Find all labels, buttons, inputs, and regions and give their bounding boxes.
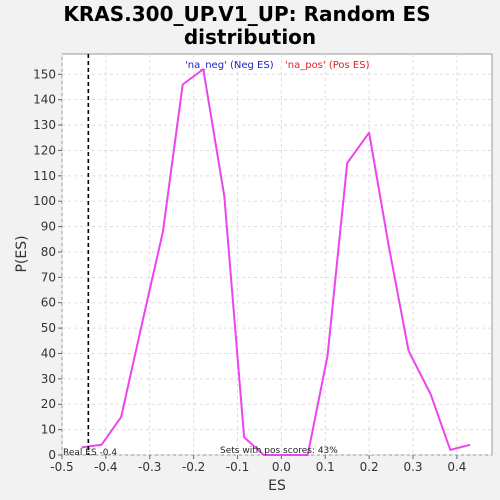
y-tick-label: 80 [41,245,56,259]
x-tick-label: -0.2 [182,460,205,474]
legend-entry-pos: 'na_pos' (Pos ES) [285,60,370,71]
y-tick-label: 70 [41,270,56,284]
y-tick-label: 90 [41,220,56,234]
x-tick-label: -0.5 [50,460,73,474]
legend: 'na_neg' (Neg ES) 'na_pos' (Pos ES) [185,60,370,71]
y-tick-label: 110 [33,169,56,183]
real-es-label: Real ES -0.4 [63,448,117,458]
x-tick-label: 0.3 [403,460,422,474]
y-tick-label: 120 [33,143,56,157]
x-tick-label: -0.1 [226,460,249,474]
plot-area [61,53,493,456]
y-tick-label: 150 [33,67,56,81]
legend-entry-neg: 'na_neg' (Neg ES) [185,60,274,71]
y-tick-label: 100 [33,194,56,208]
x-axis-label: ES [268,478,286,494]
x-axis: -0.5 -0.4 -0.3 -0.2 -0.1 0.0 0.1 0.2 0.3 0.4 [50,455,466,474]
y-tick-label: 20 [41,397,56,411]
y-tick-label: 50 [41,321,56,335]
x-tick-label: -0.4 [94,460,117,474]
chart-title-line2: distribution [184,25,316,49]
y-tick-label: 30 [41,372,56,386]
y-tick-label: 10 [41,423,56,437]
y-tick-label: 60 [41,296,56,310]
y-tick-label: 0 [48,448,56,462]
x-tick-label: 0.2 [360,460,379,474]
series-line [81,68,471,456]
pos-scores-annotation: Sets with pos scores: 43% [220,446,338,456]
y-tick-label: 140 [33,93,56,107]
y-tick-label: 130 [33,118,56,132]
series-layer [81,68,471,456]
y-axis: 0 10 20 30 40 50 60 70 80 90 100 110 120 130 140 150 [33,67,62,462]
grid-lines [61,54,492,456]
chart-title-line1: KRAS.300_UP.V1_UP: Random ES [63,2,430,26]
x-tick-label: 0.4 [447,460,466,474]
x-tick-label: 0.0 [272,460,291,474]
y-tick-label: 40 [41,346,56,360]
y-axis-label: P(ES) [14,235,30,272]
x-tick-label: -0.3 [138,460,161,474]
x-tick-label: 0.1 [316,460,335,474]
